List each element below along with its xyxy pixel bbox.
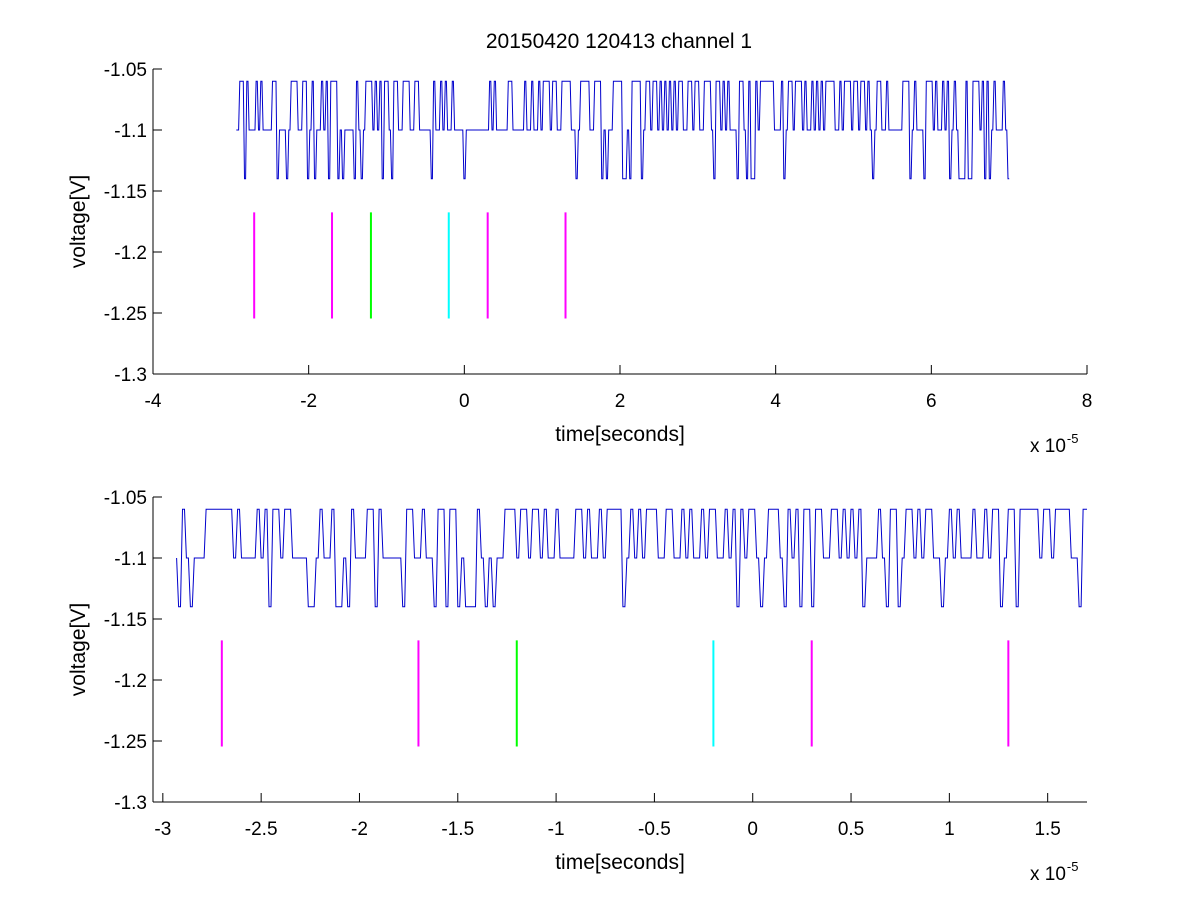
- top-x-tick-label: 2: [615, 391, 626, 412]
- bottom-y-tick-label: -1.3: [114, 793, 147, 814]
- bottom-y-tick-label: -1.15: [104, 610, 147, 631]
- bottom-subplot: -3 -2.5 -2 -1.5 -1 -0.5 0 0.5 1 1.5 -1.3 -1.25 -1.2 -…: [67, 488, 1087, 885]
- top-y-tick-label: -1.1: [114, 121, 147, 142]
- bottom-signal-trace: [176, 508, 1087, 608]
- bottom-y-tick-label: -1.05: [104, 488, 147, 509]
- bottom-x-exponent: x 10-5: [1030, 859, 1078, 885]
- top-y-axis-label: voltage[V]: [67, 175, 90, 268]
- bottom-x-tick-label: 0.5: [838, 819, 864, 840]
- top-x-tick-label: 8: [1082, 391, 1093, 412]
- top-y-tick-label: -1.3: [114, 365, 147, 386]
- bottom-y-tick-label: -1.1: [114, 549, 147, 570]
- top-x-exponent: x 10-5: [1030, 431, 1078, 457]
- bottom-x-tick-label: -2.5: [245, 819, 278, 840]
- bottom-x-axis-label: time[seconds]: [555, 851, 685, 874]
- top-y-tick-label: -1.2: [114, 243, 147, 264]
- bottom-x-tick-label: -3: [154, 819, 171, 840]
- top-x-axis-label: time[seconds]: [555, 423, 685, 446]
- bottom-y-tick-label: -1.2: [114, 671, 147, 692]
- bottom-x-tick-label: -1: [548, 819, 565, 840]
- figure-title: 20150420 120413 channel 1: [486, 30, 752, 53]
- bottom-plot-area: [153, 497, 1087, 802]
- bottom-x-tick-label: -1.5: [441, 819, 474, 840]
- bottom-y-axis-label: voltage[V]: [67, 603, 90, 696]
- bottom-x-tick-label: 1.5: [1034, 819, 1060, 840]
- top-y-tick-label: -1.05: [104, 60, 147, 81]
- bottom-x-tick-label: -0.5: [638, 819, 671, 840]
- top-y-tick-label: -1.25: [104, 304, 147, 325]
- bottom-y-tick-label: -1.25: [104, 732, 147, 753]
- top-x-tick-label: 4: [770, 391, 781, 412]
- top-x-tick-label: 6: [926, 391, 937, 412]
- top-x-tick-label: 0: [459, 391, 470, 412]
- top-subplot: -4 -2 0 2 4 6 8 -1.3 -1.25 -1.2 -1.15 -1.1 -1.05 time…: [67, 60, 1092, 457]
- bottom-x-tick-label: 1: [944, 819, 955, 840]
- top-signal-trace: [236, 80, 1010, 180]
- top-plot-area: [153, 69, 1087, 374]
- top-x-tick-label: -2: [300, 391, 317, 412]
- top-x-tick-label: -4: [145, 391, 162, 412]
- top-y-tick-label: -1.15: [104, 182, 147, 203]
- bottom-x-tick-label: -2: [351, 819, 368, 840]
- bottom-x-tick-label: 0: [747, 819, 758, 840]
